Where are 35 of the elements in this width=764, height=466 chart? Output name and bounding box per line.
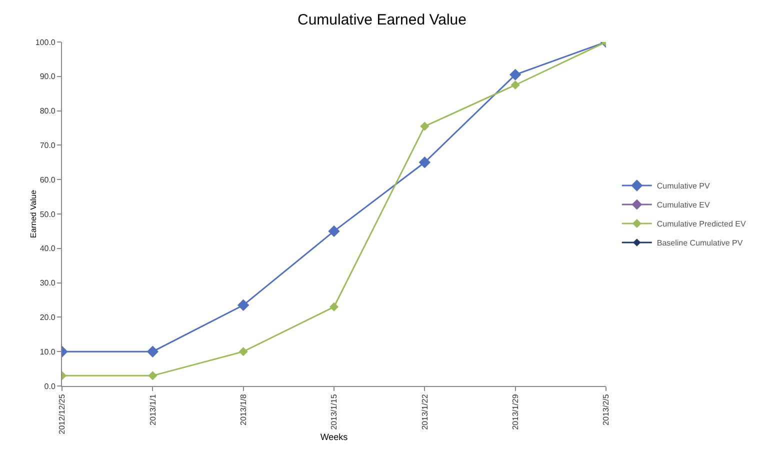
y-tick-label: 80.0 xyxy=(40,106,56,116)
legend-label: Cumulative Predicted EV xyxy=(656,220,746,229)
y-tick-label: 90.0 xyxy=(40,72,56,82)
point xyxy=(146,346,159,358)
y-tick-label: 30.0 xyxy=(40,278,56,288)
point xyxy=(237,299,250,312)
point xyxy=(420,122,430,131)
point xyxy=(148,371,158,380)
x-tick-label: 2013/1/29 xyxy=(510,394,520,430)
y-tick-label: 50.0 xyxy=(40,210,56,219)
point xyxy=(509,68,522,81)
x-axis-title: Weeks xyxy=(320,432,348,442)
y-tick-label: 60.0 xyxy=(40,175,56,184)
x-tick-label: 2012/12/25 xyxy=(58,394,67,434)
y-tick-label: 20.0 xyxy=(40,313,56,322)
x-tick-label: 2013/1/15 xyxy=(330,394,339,430)
point xyxy=(418,156,431,168)
x-tick-label: 2013/1/8 xyxy=(238,394,248,426)
legend-label: Cumulative PV xyxy=(656,182,710,191)
y-axis-title: Earned Value xyxy=(28,190,38,238)
x-tick-label: 2013/1/22 xyxy=(420,394,430,430)
y-tick-label: 70.0 xyxy=(40,141,56,150)
x-tick-label: 2013/1/1 xyxy=(148,394,158,426)
y-tick-label: 40.0 xyxy=(40,244,56,254)
point xyxy=(329,302,339,312)
point xyxy=(238,347,248,356)
point xyxy=(510,80,520,90)
y-tick-label: 0.0 xyxy=(44,382,56,391)
x-tick-label: 2013/2/5 xyxy=(602,394,611,426)
point xyxy=(328,225,340,238)
y-tick-label: 10.0 xyxy=(40,347,56,356)
y-tick-label: 100.0 xyxy=(35,38,56,47)
legend-label: Baseline Cumulative PV xyxy=(656,238,744,248)
legend-label: Cumulative EV xyxy=(656,200,710,210)
chart-title: Cumulative Earned Value xyxy=(298,11,466,28)
